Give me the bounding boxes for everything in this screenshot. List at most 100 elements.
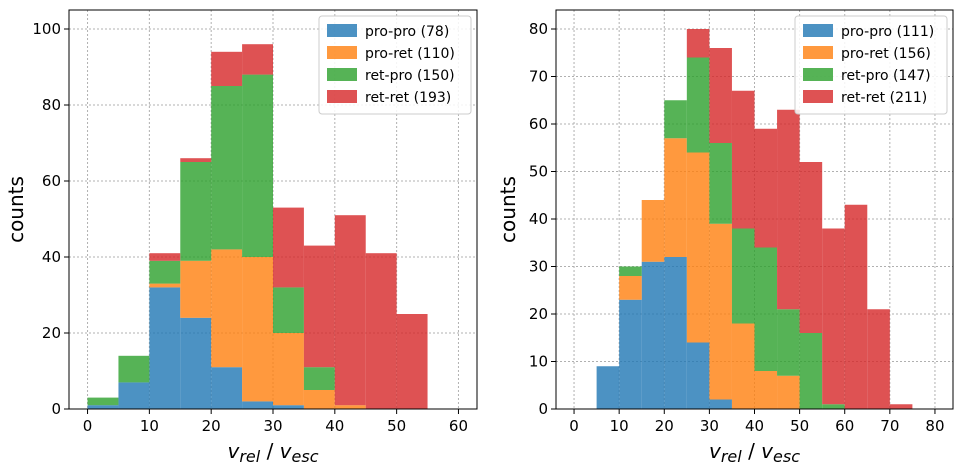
legend-swatch xyxy=(327,46,357,59)
y-tick-label: 80 xyxy=(529,20,548,38)
bar-pro-pro xyxy=(87,405,119,409)
bar-ret-ret xyxy=(777,109,800,310)
bar-ret-pro xyxy=(709,143,732,224)
legend-swatch xyxy=(327,68,357,81)
bar-ret-ret xyxy=(334,215,366,406)
x-tick-label: 70 xyxy=(880,417,899,435)
y-axis-label: counts xyxy=(496,176,520,243)
y-tick-label: 40 xyxy=(42,248,61,266)
y-tick-label: 100 xyxy=(32,20,61,38)
legend-swatch xyxy=(803,90,833,103)
x-label-part: v xyxy=(280,439,293,463)
bar-ret-ret xyxy=(709,48,732,143)
bar-ret-pro xyxy=(777,309,800,376)
y-tick-label: 10 xyxy=(529,353,548,371)
legend-label: ret-ret (193) xyxy=(365,90,451,106)
legend-label: pro-ret (156) xyxy=(841,46,931,62)
bar-pro-pro xyxy=(180,317,212,409)
y-tick-label: 20 xyxy=(42,324,61,342)
bar-pro-pro xyxy=(686,342,710,409)
x-tick-label: 0 xyxy=(569,417,579,435)
y-tick-label: 0 xyxy=(538,400,548,418)
bar-ret-ret xyxy=(242,44,273,75)
bar-ret-pro xyxy=(149,260,181,284)
x-label-part: esc xyxy=(292,447,319,465)
bar-ret-pro xyxy=(211,86,243,250)
bar-ret-ret xyxy=(799,162,823,333)
bar-pro-pro xyxy=(641,261,665,409)
bar-ret-ret xyxy=(822,228,845,405)
bar-pro-pro xyxy=(664,257,687,409)
bar-ret-pro xyxy=(242,74,273,257)
legend-label: pro-pro (111) xyxy=(841,24,934,40)
x-label-part: / xyxy=(742,439,761,463)
bar-ret-ret xyxy=(686,29,710,58)
bar-ret-ret xyxy=(396,314,428,409)
x-tick-label: 0 xyxy=(83,417,93,435)
bar-ret-pro xyxy=(118,355,150,383)
bar-pro-pro xyxy=(149,287,181,409)
y-axis-label: counts xyxy=(4,176,28,243)
bar-pro-ret xyxy=(273,333,304,406)
bar-ret-pro xyxy=(686,57,710,153)
x-label-part: v xyxy=(709,439,722,463)
legend-swatch xyxy=(803,24,833,37)
bar-pro-ret xyxy=(619,276,642,300)
legend-box xyxy=(794,15,948,115)
bar-pro-ret xyxy=(754,371,778,409)
bar-ret-pro xyxy=(303,367,335,390)
x-label-part: v xyxy=(228,439,241,463)
bar-ret-ret xyxy=(365,253,397,409)
bar-pro-ret xyxy=(641,200,665,262)
x-tick-label: 40 xyxy=(325,417,344,435)
x-label-part: rel xyxy=(239,447,260,465)
bar-pro-ret xyxy=(334,405,366,409)
y-tick-label: 40 xyxy=(529,210,548,228)
y-tick-label: 70 xyxy=(529,68,548,86)
x-label-part: / xyxy=(260,439,279,463)
x-label-part: rel xyxy=(721,447,742,465)
bar-pro-ret xyxy=(686,152,710,343)
bar-ret-ret xyxy=(867,309,890,409)
x-tick-label: 20 xyxy=(655,417,674,435)
y-tick-label: 20 xyxy=(529,305,548,323)
bar-ret-pro xyxy=(731,228,755,324)
x-tick-label: 20 xyxy=(202,417,221,435)
bar-pro-ret xyxy=(777,375,800,409)
bar-pro-pro xyxy=(596,366,620,409)
y-tick-label: 60 xyxy=(529,115,548,133)
x-tick-label: 30 xyxy=(263,417,282,435)
bar-ret-ret xyxy=(754,128,778,248)
legend-label: pro-ret (110) xyxy=(365,46,455,62)
legend-box xyxy=(318,15,472,115)
bar-pro-ret xyxy=(211,249,243,368)
bar-pro-ret xyxy=(731,323,755,409)
bar-pro-pro xyxy=(242,401,273,409)
legend-swatch xyxy=(327,24,357,37)
y-tick-label: 30 xyxy=(529,258,548,276)
bar-ret-ret xyxy=(211,51,243,86)
x-tick-label: 50 xyxy=(387,417,406,435)
bar-pro-ret xyxy=(242,257,273,402)
y-tick-label: 0 xyxy=(51,400,61,418)
bar-ret-pro xyxy=(799,333,823,409)
bar-pro-ret xyxy=(303,390,335,409)
x-tick-label: 60 xyxy=(449,417,468,435)
bar-ret-ret xyxy=(844,204,868,409)
bar-ret-ret xyxy=(149,253,181,261)
bar-ret-ret xyxy=(731,90,755,229)
chart-right: 0 10 20 30 40 50 60 70 80 0 10 20 30 40 50 60 70 80 counts… xyxy=(496,9,954,465)
legend-label: ret-ret (211) xyxy=(841,90,927,106)
bar-pro-ret xyxy=(149,283,181,288)
x-axis-label: vrel / vesc xyxy=(228,439,319,465)
bar-pro-ret xyxy=(180,260,212,318)
bar-pro-pro xyxy=(118,382,150,409)
bar-ret-pro xyxy=(754,247,778,371)
x-tick-label: 30 xyxy=(700,417,719,435)
bar-pro-pro xyxy=(619,299,642,409)
bar-ret-pro xyxy=(87,397,119,406)
bar-ret-ret xyxy=(273,207,304,288)
legend-swatch xyxy=(803,68,833,81)
x-tick-label: 10 xyxy=(140,417,159,435)
